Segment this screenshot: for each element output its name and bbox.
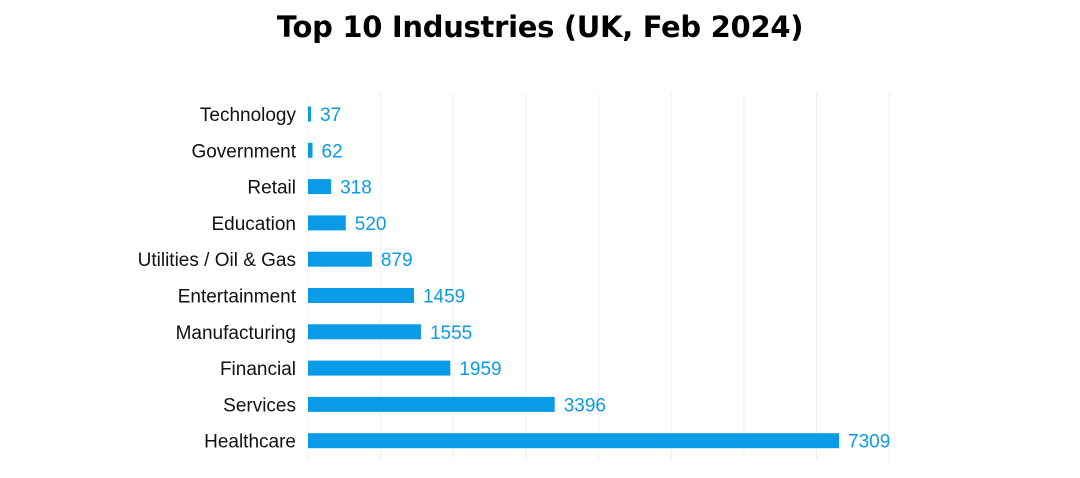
bar: [308, 288, 414, 303]
value-label: 1459: [423, 287, 465, 308]
bar: [308, 324, 421, 340]
value-label: 62: [322, 141, 343, 162]
category-label: Financial: [220, 359, 296, 380]
category-label: Services: [223, 395, 296, 416]
value-label: 520: [355, 214, 387, 235]
bar: [308, 396, 555, 412]
value-label: 1959: [459, 359, 501, 380]
value-label: 3396: [564, 395, 606, 416]
category-label: Healthcare: [204, 432, 296, 453]
bar: [308, 433, 839, 449]
value-label: 879: [381, 250, 413, 271]
bar: [308, 360, 451, 376]
value-label: 7309: [848, 432, 890, 453]
category-label: Education: [211, 214, 296, 235]
bar: [308, 142, 313, 158]
chart-title: Top 10 Industries (UK, Feb 2024): [276, 10, 804, 44]
value-label: 318: [340, 178, 372, 199]
value-label: 37: [320, 105, 341, 126]
category-label: Retail: [247, 178, 296, 199]
category-label: Utilities / Oil & Gas: [138, 250, 296, 271]
category-label: Entertainment: [178, 287, 297, 308]
bar: [308, 251, 372, 267]
value-label: 1555: [430, 323, 472, 344]
value-labels: 37 62 318 520 879 1459 1555 1959 3396 7309: [320, 105, 890, 453]
category-labels: Technology Government Retail Education Utili…: [138, 105, 297, 453]
bar: [308, 215, 346, 231]
category-label: Technology: [200, 105, 297, 126]
category-label: Government: [191, 141, 296, 162]
category-label: Manufacturing: [176, 323, 296, 344]
bars: [308, 106, 839, 449]
bar: [308, 106, 311, 122]
bar: [308, 179, 332, 195]
